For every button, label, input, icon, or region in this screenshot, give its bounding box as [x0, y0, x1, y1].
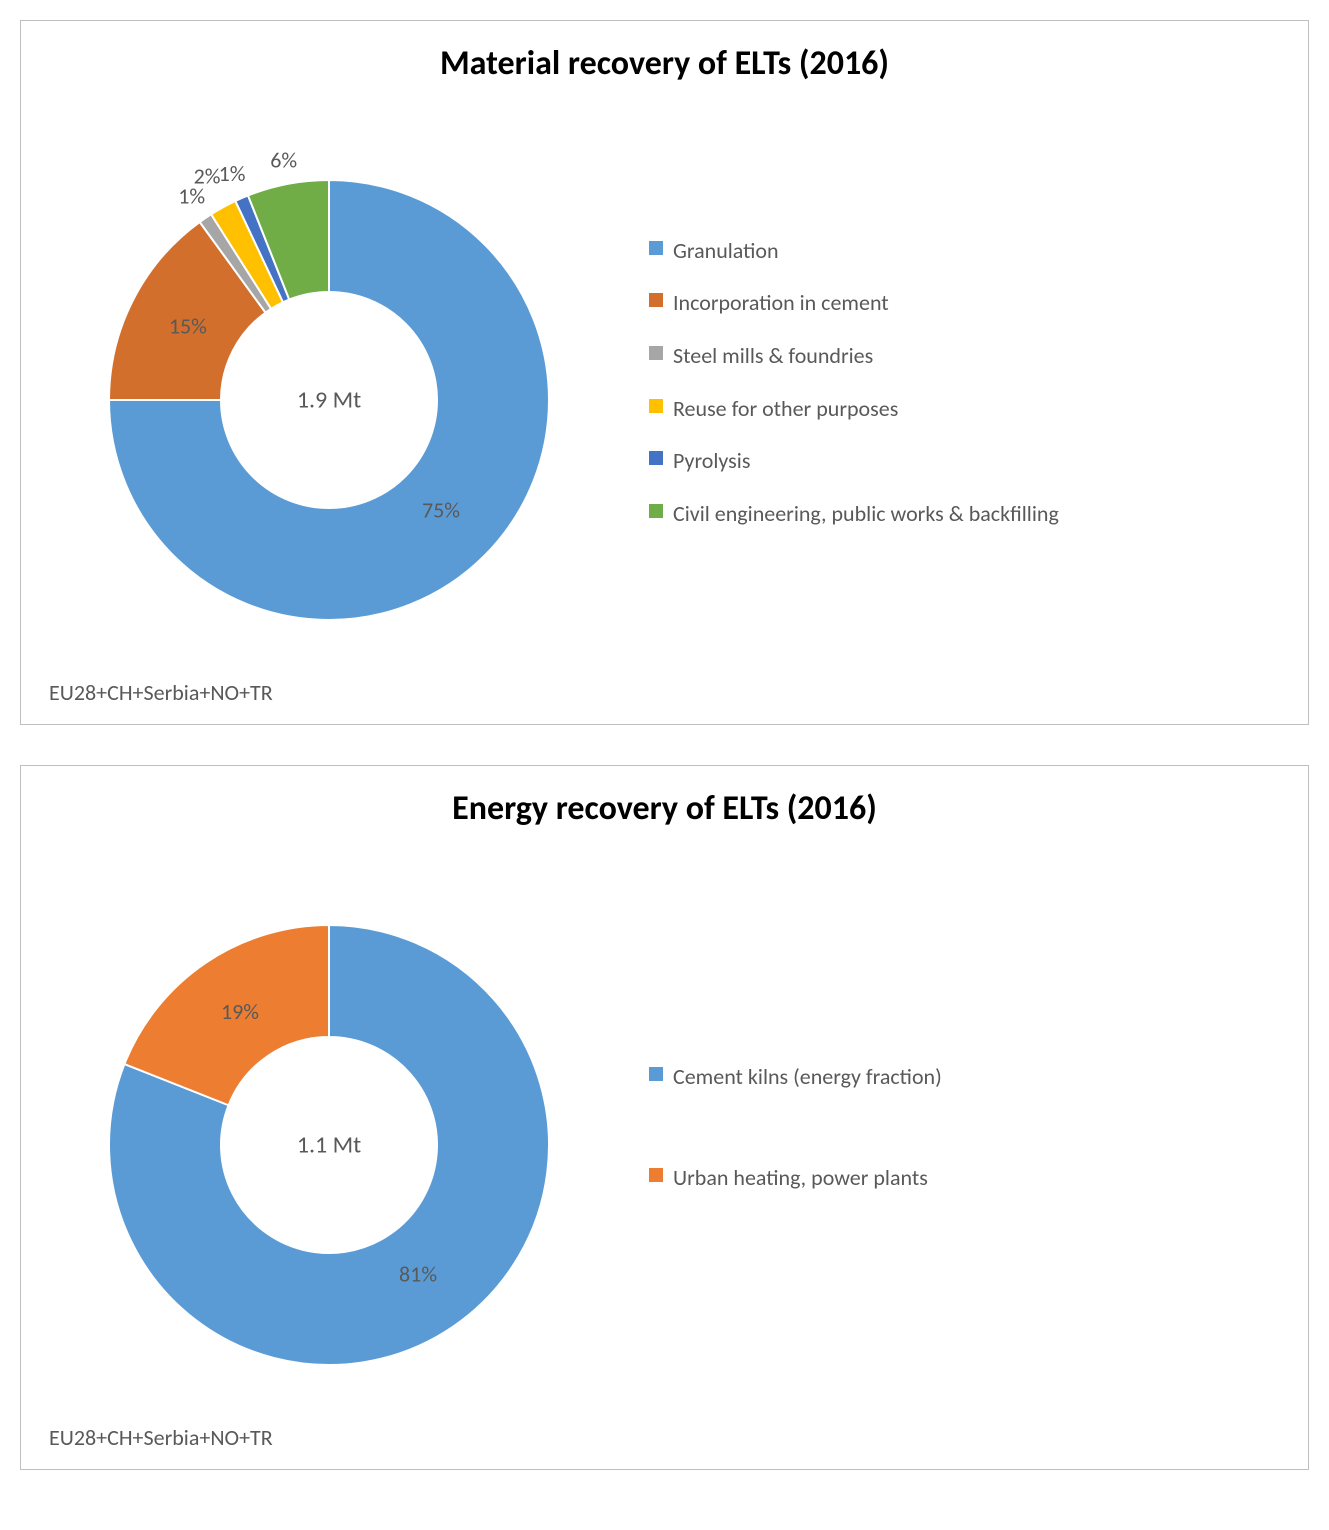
legend-label: Civil engineering, public works & backfi…	[673, 500, 1059, 529]
legend-label: Urban heating, power plants	[673, 1164, 928, 1193]
legend-item-1: Incorporation in cement	[649, 289, 1280, 318]
legend: Cement kilns (energy fraction) Urban heat…	[649, 1063, 1280, 1192]
slice-label-1: 19%	[221, 998, 259, 1025]
legend-item-3: Reuse for other purposes	[649, 395, 1280, 424]
legend-item-2: Steel mills & foundries	[649, 342, 1280, 371]
legend-swatch	[649, 1168, 663, 1182]
legend-label: Reuse for other purposes	[673, 395, 898, 424]
donut-center-label: 1.9 Mt	[297, 386, 361, 415]
donut-chart: 75%15%1%2%1%6%1.9 Mt	[49, 100, 609, 665]
slice-label-1: 15%	[169, 312, 207, 339]
chart-card-material: Material recovery of ELTs (2016) 75% 15% 1%…	[20, 20, 1309, 725]
legend-swatch	[649, 451, 663, 465]
legend-item-4: Pyrolysis	[649, 447, 1280, 476]
chart-body: 75%15%1%2%1%6%1.9 MtGranulationIncorpora…	[49, 100, 1280, 665]
legend-swatch	[649, 293, 663, 307]
legend-label: Pyrolysis	[673, 447, 750, 476]
legend: Granulation Incorporation in cement Steel …	[649, 237, 1280, 529]
chart-title: Material recovery of ELTs (2016)	[49, 43, 1280, 84]
slice-label-4: 1%	[219, 160, 246, 187]
chart-title: Energy recovery of ELTs (2016)	[49, 788, 1280, 829]
donut-svg: 75%15%1%2%1%6%	[49, 100, 609, 660]
legend-item-0: Cement kilns (energy fraction)	[649, 1063, 1280, 1092]
legend-label: Steel mills & foundries	[673, 342, 873, 371]
legend-item-0: Granulation	[649, 237, 1280, 266]
chart-body: 81% 19% 1.1 Mt Cement kilns (energy fractio…	[49, 845, 1280, 1410]
slice-label-5: 6%	[270, 147, 297, 174]
chart-footnote: EU28+CH+Serbia+NO+TR	[49, 679, 1280, 706]
legend-item-5: Civil engineering, public works & backfi…	[649, 500, 1280, 529]
legend-label: Granulation	[673, 237, 779, 266]
legend-swatch	[649, 346, 663, 360]
legend-swatch	[649, 1067, 663, 1081]
legend-swatch	[649, 241, 663, 255]
legend-swatch	[649, 399, 663, 413]
legend-item-1: Urban heating, power plants	[649, 1164, 1280, 1193]
legend-label: Cement kilns (energy fraction)	[673, 1063, 942, 1092]
donut-chart: 81% 19% 1.1 Mt	[49, 845, 609, 1410]
slice-label-0: 75%	[422, 496, 460, 523]
legend-swatch	[649, 504, 663, 518]
donut-svg: 81% 19%	[49, 845, 609, 1405]
donut-center-label: 1.1 Mt	[297, 1131, 361, 1160]
slice-label-3: 2%	[194, 163, 221, 190]
legend-label: Incorporation in cement	[673, 289, 889, 318]
chart-card-energy: Energy recovery of ELTs (2016) 81% 19% 1.1 …	[20, 765, 1309, 1470]
chart-footnote: EU28+CH+Serbia+NO+TR	[49, 1424, 1280, 1451]
slice-label-0: 81%	[399, 1260, 437, 1287]
